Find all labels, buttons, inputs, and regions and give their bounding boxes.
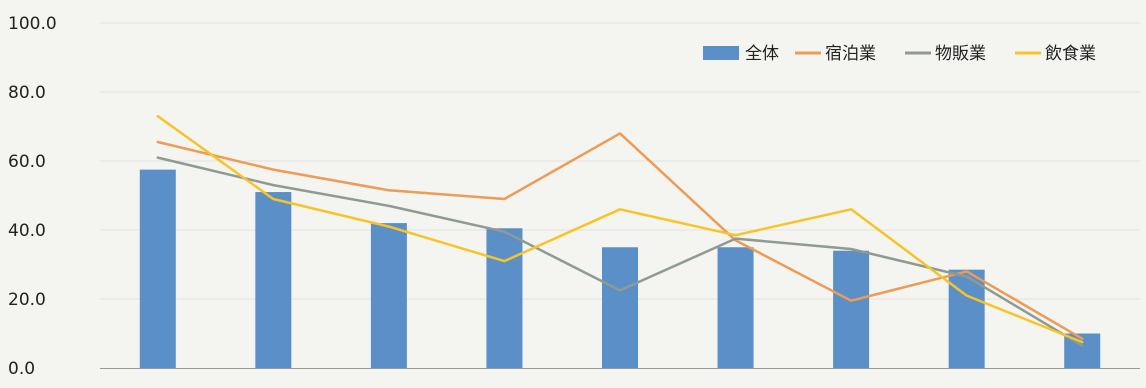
bar-zentai [833,250,870,368]
legend: 全体 宿泊業 物販業 飲食業 [703,44,1096,64]
legend-swatch-bar [703,46,739,60]
y-tick-label: 40.0 [8,221,46,241]
y-tick-label: 100.0 [8,14,57,34]
bar-zentai [370,223,407,368]
bar-zentai [486,228,523,368]
line-series [156,114,1084,347]
legend-label: 宿泊業 [825,44,876,64]
line-series-1 [156,132,1084,340]
y-tick-label: 0.0 [8,359,35,379]
y-tick-label: 60.0 [8,152,46,172]
bar-zentai [717,247,754,368]
bar-zentai [139,169,176,368]
bar-zentai [602,247,638,368]
y-tick-label: 80.0 [8,83,46,103]
y-axis-ticks: 100.0 80.0 60.0 40.0 20.0 0.0 [8,14,57,379]
bar-zentai [255,192,292,368]
bar-series-zentai [139,169,1101,368]
legend-label: 全体 [745,44,779,64]
y-tick-label: 20.0 [8,290,46,310]
legend-label: 物販業 [935,44,986,64]
line-series-3 [156,114,1084,344]
legend-label: 飲食業 [1045,44,1096,64]
